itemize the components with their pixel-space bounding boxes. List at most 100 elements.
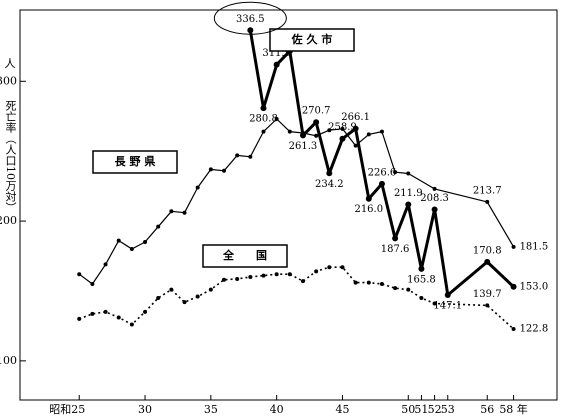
data-point xyxy=(392,235,399,242)
data-point xyxy=(222,168,227,173)
series-name-box xyxy=(269,28,355,52)
data-point xyxy=(393,286,398,291)
data-point xyxy=(143,240,148,245)
data-point xyxy=(365,195,372,202)
value-label: 280.8 xyxy=(249,114,278,125)
series-name-box xyxy=(202,244,288,268)
value-label: 208.3 xyxy=(420,193,449,204)
data-point xyxy=(485,199,490,204)
data-point xyxy=(393,170,398,175)
data-point xyxy=(222,277,227,282)
data-point xyxy=(444,292,451,299)
data-point xyxy=(340,126,345,131)
value-label: 153.0 xyxy=(520,281,549,292)
value-label: 261.3 xyxy=(289,141,318,152)
data-point xyxy=(327,265,332,270)
series-name: 佐 久 市 xyxy=(291,32,333,46)
value-label: 234.2 xyxy=(315,179,344,190)
data-point xyxy=(129,322,134,327)
value-label: 165.8 xyxy=(407,274,436,285)
value-label: 270.7 xyxy=(302,106,331,117)
y-tick-label: 200 xyxy=(0,214,17,227)
highlight-circle xyxy=(213,1,287,35)
data-point xyxy=(432,186,437,191)
x-tick-label: 35 xyxy=(204,403,218,416)
data-point xyxy=(77,272,82,277)
data-point xyxy=(143,309,148,314)
data-point xyxy=(235,276,240,281)
x-tick-label: 40 xyxy=(270,403,284,416)
value-label: 311.9 xyxy=(262,48,291,59)
x-tick-label: 51 xyxy=(414,403,428,416)
value-label: 266.1 xyxy=(341,112,370,123)
data-point xyxy=(287,272,292,277)
value-label: 216.0 xyxy=(354,204,383,215)
data-point xyxy=(366,132,371,137)
data-point xyxy=(116,315,121,320)
plot-frame xyxy=(19,9,558,401)
data-point xyxy=(340,265,345,270)
data-point xyxy=(366,280,371,285)
data-point xyxy=(406,171,411,176)
data-point xyxy=(182,210,187,215)
data-point xyxy=(274,117,279,122)
data-point xyxy=(248,274,253,279)
data-point xyxy=(287,129,292,134)
data-point xyxy=(431,206,438,213)
series-name-box xyxy=(92,150,178,174)
data-point xyxy=(116,238,121,243)
data-point xyxy=(511,244,516,249)
series-line xyxy=(78,266,515,330)
x-tick-label: 53 xyxy=(441,403,455,416)
data-point xyxy=(77,316,82,321)
data-point xyxy=(208,287,213,292)
y-unit: 人 xyxy=(5,57,16,70)
value-label: 226.6 xyxy=(368,167,397,178)
data-point xyxy=(260,105,267,112)
data-point xyxy=(314,269,319,274)
data-point xyxy=(406,287,411,292)
data-point xyxy=(432,301,437,306)
data-point xyxy=(378,180,385,187)
value-label: 122.8 xyxy=(520,323,549,334)
data-point xyxy=(195,294,200,299)
data-point xyxy=(379,281,384,286)
value-label: 213.7 xyxy=(473,185,502,196)
series-name: 全 国 xyxy=(222,248,267,262)
value-label: 187.6 xyxy=(381,244,410,255)
data-point xyxy=(339,135,346,142)
data-point xyxy=(90,281,95,286)
x-tick-label: 50 xyxy=(401,403,415,416)
x-tick-label: 58 年 xyxy=(499,402,528,416)
series-name: 長 野 県 xyxy=(115,155,156,168)
data-point xyxy=(169,287,174,292)
data-point xyxy=(261,129,266,134)
value-label: 181.5 xyxy=(520,241,549,252)
data-point xyxy=(353,143,358,148)
data-point xyxy=(273,61,280,68)
x-tick-label: 45 xyxy=(335,403,349,416)
y-tick-label: 300 xyxy=(0,74,17,87)
data-point xyxy=(90,311,95,316)
data-point xyxy=(129,247,134,252)
data-point xyxy=(300,131,305,136)
data-point xyxy=(313,119,320,126)
series-line xyxy=(248,30,515,297)
data-point xyxy=(352,125,359,132)
data-point xyxy=(156,224,161,229)
data-point xyxy=(510,283,517,290)
data-point xyxy=(182,300,187,305)
data-point xyxy=(484,258,491,265)
value-label: 147.1 xyxy=(433,301,462,312)
data-point xyxy=(274,272,279,277)
value-label: 211.9 xyxy=(394,188,423,199)
data-point xyxy=(314,133,319,138)
data-point xyxy=(235,153,240,158)
data-point xyxy=(248,154,253,159)
data-point xyxy=(300,279,305,284)
data-point xyxy=(419,295,424,300)
data-point xyxy=(379,129,384,134)
data-point xyxy=(418,265,425,272)
